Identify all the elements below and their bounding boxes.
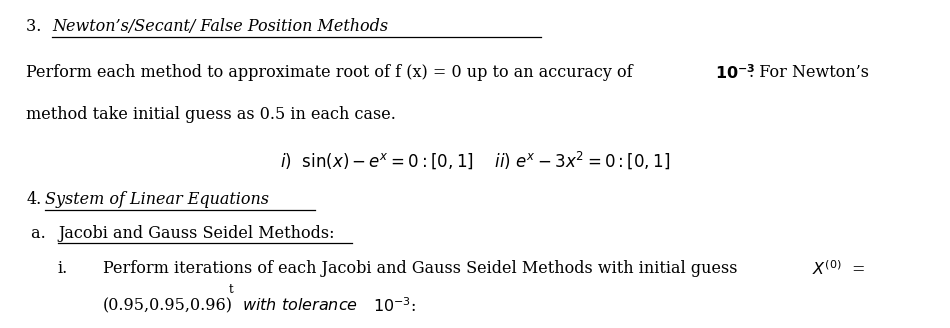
Text: i.: i. [58,260,68,277]
Text: Perform each method to approximate root of f (x) = 0 up to an accuracy of: Perform each method to approximate root … [27,64,638,81]
Text: $i)\ \ \sin(x) - e^x = 0 : [0,1]\ \ \ \ ii)\ e^x - 3x^2 = 0 : [0,1]$: $i)\ \ \sin(x) - e^x = 0 : [0,1]\ \ \ \ … [280,150,670,171]
Text: method take initial guess as 0.5 in each case.: method take initial guess as 0.5 in each… [27,106,396,123]
Text: $\mathbf{10^{-3}}$: $\mathbf{10^{-3}}$ [715,64,756,83]
Text: $10^{-3}$:: $10^{-3}$: [372,297,416,316]
Text: $X^{(0)}$  =: $X^{(0)}$ = [812,260,865,279]
Text: System of Linear Equations: System of Linear Equations [45,191,269,208]
Text: $\it{with\ tolerance}$: $\it{with\ tolerance}$ [242,297,358,315]
Text: Newton’s/Secant/ False Position Methods: Newton’s/Secant/ False Position Methods [52,18,389,35]
Text: Perform iterations of each Jacobi and Gauss Seidel Methods with initial guess: Perform iterations of each Jacobi and Ga… [103,260,742,277]
Text: 4.: 4. [27,191,42,208]
Text: 3.: 3. [27,18,47,35]
Text: t: t [228,283,233,296]
Text: . For Newton’s: . For Newton’s [749,64,868,81]
Text: Jacobi and Gauss Seidel Methods:: Jacobi and Gauss Seidel Methods: [58,225,334,242]
Text: a.: a. [27,225,51,242]
Text: (0.95,0.95,0.96): (0.95,0.95,0.96) [103,297,233,315]
